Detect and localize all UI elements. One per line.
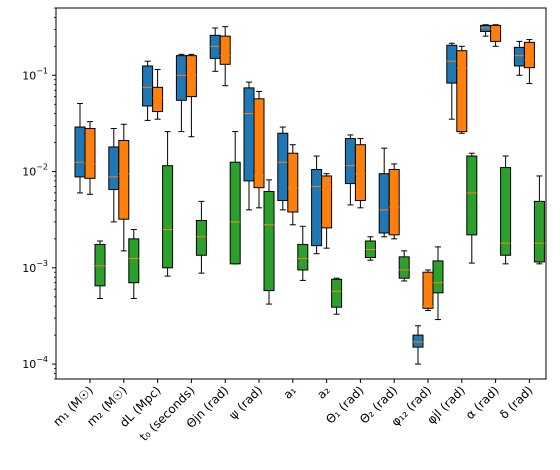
box-iqr (128, 238, 140, 284)
box-iqr (344, 138, 356, 185)
box-iqr (185, 55, 197, 98)
box-series-2-cat-4 (185, 53, 197, 138)
box-series-2-cat-3 (152, 68, 164, 120)
box-series-3-cat-9 (364, 236, 376, 261)
box-iqr (422, 271, 434, 309)
box-series-3-cat-8 (331, 277, 343, 315)
y-axis: 10−4 10−3 10−2 10−1 (22, 7, 56, 380)
box-iqr (162, 165, 174, 269)
box-series-2-cat-5 (219, 26, 231, 87)
box-iqr (354, 144, 366, 202)
box-iqr (175, 55, 187, 101)
box-series-3-cat-7 (297, 225, 309, 281)
box-series-1-cat-8 (311, 155, 323, 255)
box-series-3-cat-1 (94, 240, 106, 300)
box-iqr (209, 34, 221, 59)
box-iqr (311, 169, 323, 247)
box-iqr (500, 167, 512, 256)
box-series-3-cat-6 (263, 179, 275, 305)
box-series-2-cat-1 (84, 121, 96, 195)
box-series-3-cat-14 (533, 175, 545, 265)
y-tick-label: 10−2 (22, 163, 48, 179)
box-iqr (398, 256, 410, 279)
box-iqr (229, 161, 241, 265)
box-iqr (253, 98, 265, 189)
box-iqr (490, 24, 502, 42)
box-iqr (412, 334, 424, 348)
box-series-1-cat-11 (412, 325, 424, 365)
box-iqr (94, 243, 106, 287)
box-iqr (152, 86, 164, 113)
box-iqr (118, 140, 130, 220)
box-series-1-cat-7 (277, 126, 289, 211)
box-iqr (533, 200, 545, 263)
box-series-3-cat-5 (229, 131, 241, 265)
box-iqr (378, 173, 390, 234)
box-iqr (513, 46, 525, 67)
box-series-2-cat-12 (456, 45, 468, 134)
box-iqr (466, 155, 478, 236)
box-series-2-cat-13 (490, 24, 502, 47)
box-iqr (263, 191, 275, 292)
box-iqr (287, 152, 299, 213)
box-iqr (108, 146, 120, 191)
box-series-1-cat-13 (480, 24, 492, 37)
box-iqr (523, 41, 535, 69)
box-iqr (388, 169, 400, 236)
box-series-3-cat-4 (195, 200, 207, 274)
box-series-1-cat-4 (175, 53, 187, 133)
box-series-2-cat-14 (523, 39, 535, 85)
box-series-2-cat-6 (253, 90, 265, 209)
box-series-3-cat-12 (466, 152, 478, 264)
y-tick-label: 10−3 (22, 259, 48, 275)
box-series-2-cat-7 (287, 144, 299, 226)
box-iqr (142, 65, 154, 107)
box-series-1-cat-3 (142, 60, 154, 121)
box-iqr (297, 243, 309, 271)
box-iqr (195, 220, 207, 256)
box-iqr (446, 44, 458, 84)
y-tick-label: 10−1 (22, 66, 48, 82)
box-series-3-cat-13 (500, 155, 512, 265)
box-iqr (84, 128, 96, 179)
boxes-layer (74, 24, 545, 365)
box-series-3-cat-2 (128, 229, 140, 300)
box-iqr (219, 35, 231, 65)
box-series-2-cat-2 (118, 123, 130, 252)
box-series-3-cat-3 (162, 131, 174, 277)
box-series-3-cat-11 (432, 246, 444, 321)
box-series-2-cat-8 (321, 173, 333, 249)
axes-frame (55, 7, 547, 380)
box-series-3-cat-10 (398, 250, 410, 282)
box-iqr (456, 50, 468, 133)
box-series-2-cat-9 (354, 138, 366, 209)
box-iqr (243, 87, 255, 182)
box-series-2-cat-10 (388, 163, 400, 240)
box-iqr (331, 278, 343, 308)
box-iqr (277, 132, 289, 202)
box-iqr (321, 175, 333, 229)
box-series-2-cat-11 (422, 269, 434, 312)
box-iqr (74, 126, 86, 178)
box-iqr (432, 260, 444, 294)
y-tick-label: 10−4 (22, 355, 48, 371)
